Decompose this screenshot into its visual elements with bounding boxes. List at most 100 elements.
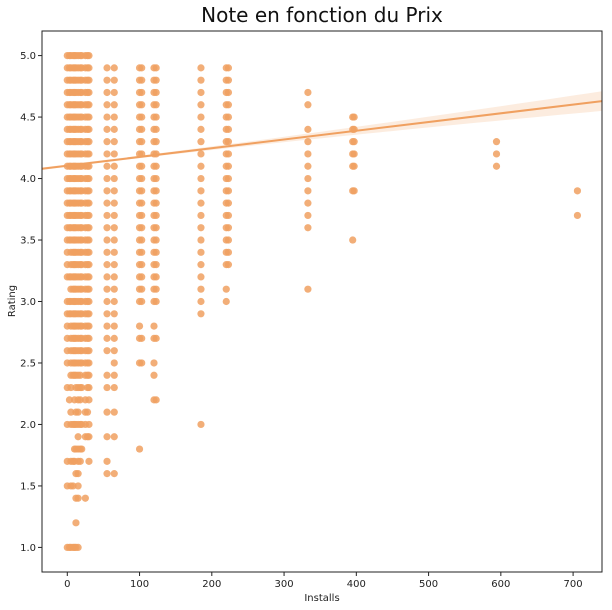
data-point	[224, 150, 233, 158]
data-point	[138, 187, 146, 195]
data-point	[152, 76, 160, 84]
data-point	[103, 383, 111, 392]
data-point	[103, 174, 111, 183]
data-point	[85, 101, 93, 109]
data-point	[224, 224, 233, 232]
regression-line	[41, 100, 603, 170]
data-point	[152, 88, 160, 97]
data-point	[85, 174, 93, 183]
data-point	[85, 76, 93, 84]
data-point	[197, 187, 205, 195]
data-point	[85, 88, 93, 97]
data-point	[85, 420, 93, 429]
data-point	[152, 285, 160, 293]
data-point	[110, 125, 118, 133]
data-point	[138, 248, 146, 256]
data-point	[74, 494, 82, 502]
data-point	[197, 248, 205, 256]
data-point	[197, 174, 205, 183]
data-point	[85, 51, 93, 60]
data-point	[350, 187, 358, 195]
data-point	[197, 310, 205, 318]
data-point	[573, 187, 582, 195]
data-point	[135, 445, 144, 453]
data-point	[110, 174, 118, 183]
data-point	[110, 150, 118, 158]
data-point	[138, 359, 146, 367]
data-point	[222, 285, 230, 293]
data-point	[197, 273, 205, 281]
data-point	[78, 445, 86, 453]
x-tick-label: 300	[275, 579, 294, 590]
data-point	[103, 371, 111, 379]
data-point	[76, 371, 84, 379]
data-point	[103, 334, 111, 342]
data-point	[103, 297, 111, 306]
data-point	[224, 88, 233, 97]
x-tick-label: 100	[130, 579, 149, 590]
data-point	[197, 88, 205, 97]
y-tick-label: 4.0	[20, 174, 36, 185]
data-point	[110, 408, 118, 416]
data-point	[138, 236, 146, 244]
data-point	[85, 310, 93, 318]
x-tick-label: 200	[202, 579, 221, 590]
data-point	[81, 494, 89, 502]
data-point	[138, 88, 146, 97]
data-point	[110, 285, 118, 293]
data-point	[110, 236, 118, 244]
data-point	[110, 224, 118, 232]
data-point	[103, 470, 111, 478]
data-point	[85, 383, 93, 392]
data-point	[110, 162, 118, 170]
data-point	[110, 261, 118, 269]
data-point	[103, 347, 111, 355]
data-point	[150, 322, 158, 330]
data-point	[110, 359, 118, 367]
data-point	[138, 334, 146, 342]
data-point	[197, 420, 205, 429]
data-point	[197, 236, 205, 244]
data-point	[74, 433, 82, 441]
data-point	[350, 113, 358, 121]
data-point	[152, 125, 160, 133]
data-point	[85, 125, 93, 133]
data-point	[224, 211, 233, 220]
data-point	[138, 174, 146, 183]
data-point	[197, 261, 205, 269]
data-point	[224, 248, 233, 256]
data-point	[492, 138, 501, 146]
data-point	[224, 261, 233, 269]
data-point	[197, 125, 205, 133]
data-point	[72, 519, 80, 527]
data-point	[85, 236, 93, 244]
data-point	[103, 199, 111, 207]
data-point	[152, 273, 160, 281]
y-axis-ticks: 1.0 1.5 2.0 2.5 3.0 3.5 4.0 4.5 5.0	[20, 51, 42, 554]
data-point	[152, 187, 160, 195]
data-point	[110, 211, 118, 220]
data-point	[110, 113, 118, 121]
data-point	[304, 150, 312, 158]
data-point	[85, 187, 93, 195]
data-point	[152, 113, 160, 121]
data-point	[224, 125, 233, 133]
data-point	[138, 224, 146, 232]
data-point	[304, 88, 312, 97]
y-tick-label: 5.0	[20, 51, 36, 62]
data-point	[138, 211, 146, 220]
data-point	[224, 76, 233, 84]
data-point	[152, 236, 160, 244]
data-point	[103, 224, 111, 232]
y-tick-label: 3.0	[20, 297, 36, 308]
data-point	[85, 162, 93, 170]
data-point	[85, 261, 93, 269]
data-point	[103, 101, 111, 109]
y-tick-label: 1.5	[20, 481, 36, 492]
data-point	[304, 125, 312, 133]
data-point	[85, 359, 93, 367]
data-point	[197, 150, 205, 158]
data-point	[138, 285, 146, 293]
data-point	[304, 138, 312, 146]
